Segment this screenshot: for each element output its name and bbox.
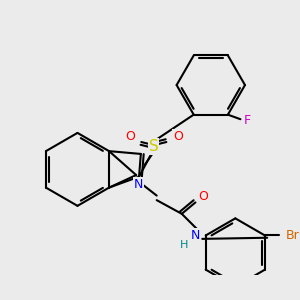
Text: Br: Br [285, 229, 299, 242]
Text: O: O [125, 130, 135, 143]
Text: H: H [180, 240, 188, 250]
Text: O: O [173, 130, 183, 143]
Text: N: N [134, 178, 143, 191]
Text: N: N [191, 229, 200, 242]
Text: F: F [244, 114, 251, 127]
Text: O: O [199, 190, 208, 203]
Text: S: S [149, 139, 159, 154]
